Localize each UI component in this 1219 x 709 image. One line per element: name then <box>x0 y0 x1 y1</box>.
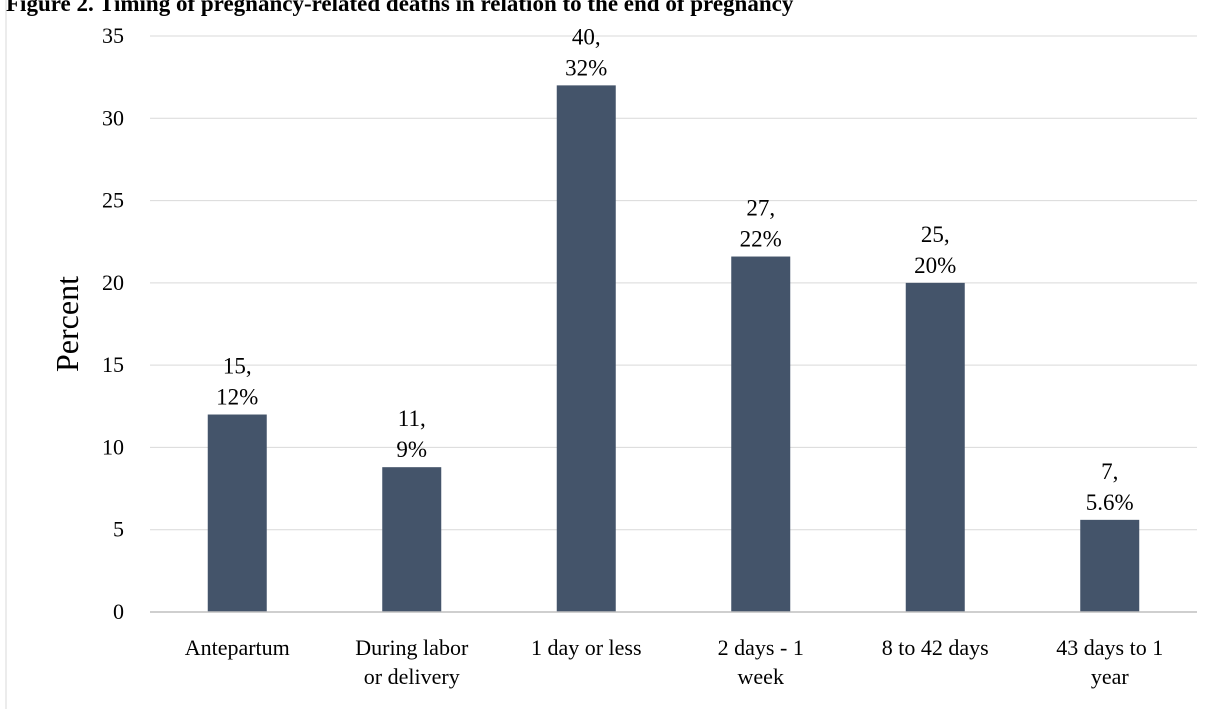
gridlines <box>150 35 1197 531</box>
bar <box>731 256 791 612</box>
data-label: 40, <box>572 24 601 49</box>
x-category-label: year <box>1091 664 1130 689</box>
bar <box>1080 519 1140 612</box>
bar <box>382 467 442 612</box>
data-label: 7, <box>1101 459 1118 484</box>
y-tick-label: 35 <box>102 23 124 48</box>
chart-title: Figure 2. Timing of pregnancy-related de… <box>6 0 794 16</box>
data-label: 12% <box>216 385 258 410</box>
bar <box>905 282 965 612</box>
x-category-label: Antepartum <box>185 635 290 660</box>
x-category-label: 2 days - 1 <box>718 635 804 660</box>
y-tick-label: 25 <box>102 188 124 213</box>
data-label: 22% <box>740 227 782 252</box>
data-label: 20% <box>914 253 956 278</box>
x-category-label: 1 day or less <box>531 635 642 660</box>
x-category-label: During labor <box>355 635 469 660</box>
y-tick-label: 20 <box>102 270 124 295</box>
data-label: 25, <box>921 222 950 247</box>
x-category-label: 8 to 42 days <box>882 635 989 660</box>
data-label: 5.6% <box>1086 490 1134 515</box>
data-label: 27, <box>746 196 775 221</box>
y-tick-label: 10 <box>102 434 124 459</box>
x-category-label: week <box>738 664 784 689</box>
x-category-label: 43 days to 1 <box>1056 635 1163 660</box>
bar <box>556 85 616 612</box>
x-category-label: or delivery <box>364 664 460 689</box>
y-tick-label: 15 <box>102 352 124 377</box>
data-label: 15, <box>223 354 252 379</box>
y-tick-label: 0 <box>113 599 124 624</box>
y-tick-label: 30 <box>102 105 124 130</box>
y-tick-label: 5 <box>113 517 124 542</box>
y-axis-label: Percent <box>49 276 85 372</box>
data-labels: 15, 12% 11, 9% 40, 32% 27, 22% 25, 20% 7, 5.6% <box>216 24 1134 514</box>
y-axis-ticks: 0 5 10 15 20 25 30 35 <box>102 23 124 624</box>
bar <box>207 414 267 612</box>
data-label: 9% <box>396 437 427 462</box>
data-label: 11, <box>398 406 426 431</box>
data-label: 32% <box>565 55 607 80</box>
x-axis-categories: Antepartum During labor or delivery 1 day o… <box>185 635 1164 689</box>
bars <box>207 85 1140 612</box>
